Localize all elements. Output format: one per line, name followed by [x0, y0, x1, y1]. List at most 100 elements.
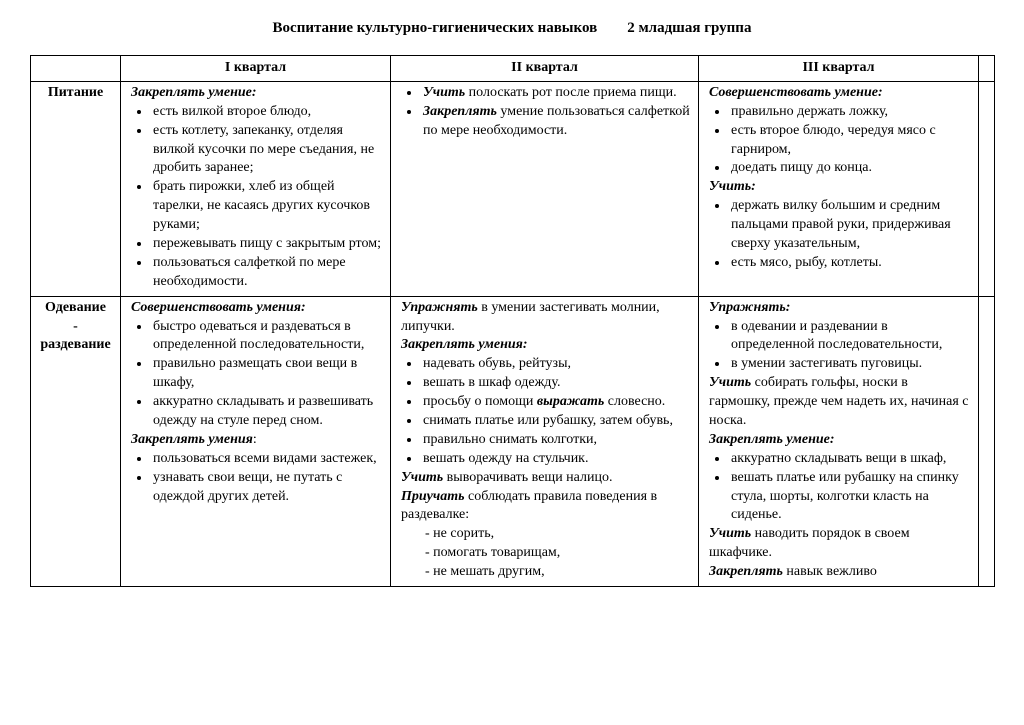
text-segment: снимать платье или рубашку, затем обувь,	[423, 413, 673, 428]
list-item: есть котлету, запеканку, отделяя вилкой …	[151, 122, 384, 179]
title-right: 2 младшая группа	[627, 20, 751, 36]
text-line: Закреплять умения:	[401, 336, 692, 355]
text-segment: надевать обувь, рейтузы,	[423, 356, 571, 371]
text-segment: Совершенствовать умения:	[131, 300, 306, 315]
text-segment: Учить	[401, 470, 443, 485]
text-line: Учить выворачивать вещи налицо.	[401, 469, 692, 488]
bullet-list: есть вилкой второе блюдо, есть котлету, з…	[151, 103, 384, 292]
text-segment: Закреплять умение:	[709, 432, 835, 447]
text-line: - не сорить,	[425, 525, 692, 544]
list-item: пользоваться всеми видами застежек,	[151, 450, 384, 469]
text-segment: есть вилкой второе блюдо,	[153, 104, 311, 119]
text-segment: - не мешать другим,	[425, 564, 545, 579]
list-item: надевать обувь, рейтузы,	[421, 355, 692, 374]
text-line: Совершенствовать умение:	[709, 84, 972, 103]
list-item: есть вилкой второе блюдо,	[151, 103, 384, 122]
list-item: есть второе блюдо, чередуя мясо с гарнир…	[729, 122, 972, 160]
text-line: - не мешать другим,	[425, 563, 692, 582]
text-segment: узнавать свои вещи, не путать с одеждой …	[153, 470, 342, 504]
text-segment: Закреплять умение:	[131, 85, 257, 100]
text-segment: правильно размещать свои вещи в шкафу,	[153, 356, 357, 390]
text-segment: выражать	[537, 394, 604, 409]
cell-q1: Закреплять умение: есть вилкой второе блю…	[121, 81, 391, 296]
text-segment: в умении застегивать пуговицы.	[731, 356, 922, 371]
text-segment: Закреплять умения:	[401, 337, 528, 352]
text-segment: Закреплять умения	[131, 432, 253, 447]
text-segment: Упражнять	[401, 300, 478, 315]
text-segment: - не сорить,	[425, 526, 494, 541]
table-header-row: I квартал II квартал III квартал	[31, 56, 995, 82]
cell-q2: Учить полоскать рот после приема пищи.За…	[391, 81, 699, 296]
text-segment: пережевывать пищу с закрытым ртом;	[153, 236, 381, 251]
list-item: брать пирожки, хлеб из общей тарелки, не…	[151, 178, 384, 235]
text-segment: аккуратно складывать и развешивать одежд…	[153, 394, 373, 428]
cell-q3: Упражнять:в одевании и раздевании в опре…	[699, 296, 979, 586]
skills-table: I квартал II квартал III квартал Питание…	[30, 55, 995, 587]
col-header-1: I квартал	[121, 56, 391, 82]
bullet-list: надевать обувь, рейтузы, вешать в шкаф од…	[421, 355, 692, 468]
bullet-list: Учить полоскать рот после приема пищи.За…	[421, 84, 692, 141]
bullet-list: правильно держать ложку, есть второе блю…	[729, 103, 972, 179]
text-segment: вешать платье или рубашку на спинку стул…	[731, 470, 959, 523]
text-segment: навык вежливо	[783, 564, 877, 579]
text-segment: - помогать товарищам,	[425, 545, 560, 560]
empty-cell	[979, 296, 995, 586]
title-left: Воспитание культурно-гигиенических навык…	[273, 20, 598, 36]
list-item: доедать пищу до конца.	[729, 159, 972, 178]
text-line: Упражнять:	[709, 299, 972, 318]
list-item: аккуратно складывать и развешивать одежд…	[151, 393, 384, 431]
text-segment: просьбу о помощи	[423, 394, 537, 409]
list-item: в одевании и раздевании в определенной п…	[729, 318, 972, 356]
list-item: вешать одежду на стульчик.	[421, 450, 692, 469]
table-row: Одевание - раздеваниеСовершенствовать ум…	[31, 296, 995, 586]
list-item: правильно размещать свои вещи в шкафу,	[151, 355, 384, 393]
text-segment: Приучать	[401, 489, 465, 504]
list-item: правильно снимать колготки,	[421, 431, 692, 450]
bullet-list: пользоваться всеми видами застежек,узнав…	[151, 450, 384, 507]
text-segment: словесно.	[604, 394, 665, 409]
empty-cell	[979, 81, 995, 296]
text-segment: доедать пищу до конца.	[731, 160, 872, 175]
row-label: Питание	[31, 81, 121, 296]
bullet-list: аккуратно складывать вещи в шкаф, вешать …	[729, 450, 972, 526]
list-item: узнавать свои вещи, не путать с одеждой …	[151, 469, 384, 507]
text-segment: в одевании и раздевании в определенной п…	[731, 319, 942, 353]
text-segment: вешать в шкаф одежду.	[423, 375, 560, 390]
text-line: Закреплять навык вежливо	[709, 563, 972, 582]
text-line: Закреплять умения:	[131, 431, 384, 450]
list-item: Учить полоскать рот после приема пищи.	[421, 84, 692, 103]
bullet-list: держать вилку большим и средним пальцами…	[729, 197, 972, 273]
text-segment: есть мясо, рыбу, котлеты.	[731, 255, 882, 270]
col-header-0	[31, 56, 121, 82]
list-item: есть мясо, рыбу, котлеты.	[729, 254, 972, 273]
cell-q1: Совершенствовать умения: быстро одеваться…	[121, 296, 391, 586]
list-item: Закреплять умение пользоваться салфеткой…	[421, 103, 692, 141]
text-line: - помогать товарищам,	[425, 544, 692, 563]
cell-q3: Совершенствовать умение: правильно держат…	[699, 81, 979, 296]
text-line: Учить наводить порядок в своем шкафчике.	[709, 525, 972, 563]
text-line: Учить:	[709, 178, 972, 197]
list-item: просьбу о помощи выражать словесно.	[421, 393, 692, 412]
list-item: вешать в шкаф одежду.	[421, 374, 692, 393]
text-segment: аккуратно складывать вещи в шкаф,	[731, 451, 946, 466]
list-item: вешать платье или рубашку на спинку стул…	[729, 469, 972, 526]
table-row: Питание Закреплять умение: есть вилкой вто…	[31, 81, 995, 296]
list-item: аккуратно складывать вещи в шкаф,	[729, 450, 972, 469]
text-line: Совершенствовать умения:	[131, 299, 384, 318]
list-item: быстро одеваться и раздеваться в определ…	[151, 318, 384, 356]
text-segment: Учить	[709, 526, 751, 541]
col-header-2: II квартал	[391, 56, 699, 82]
text-segment: быстро одеваться и раздеваться в определ…	[153, 319, 364, 353]
text-segment: :	[253, 432, 257, 447]
text-segment: Учить	[709, 375, 751, 390]
text-segment: вешать одежду на стульчик.	[423, 451, 588, 466]
list-item: пережевывать пищу с закрытым ртом;	[151, 235, 384, 254]
text-segment: Закреплять	[423, 104, 497, 119]
text-segment: правильно держать ложку,	[731, 104, 888, 119]
bullet-list: быстро одеваться и раздеваться в определ…	[151, 318, 384, 431]
text-segment: Совершенствовать умение:	[709, 85, 883, 100]
list-item: пользоваться салфеткой по мере необходим…	[151, 254, 384, 292]
row-label: Одевание - раздевание	[31, 296, 121, 586]
text-line: Закреплять умение:	[709, 431, 972, 450]
text-line: Приучать соблюдать правила поведения в р…	[401, 488, 692, 526]
